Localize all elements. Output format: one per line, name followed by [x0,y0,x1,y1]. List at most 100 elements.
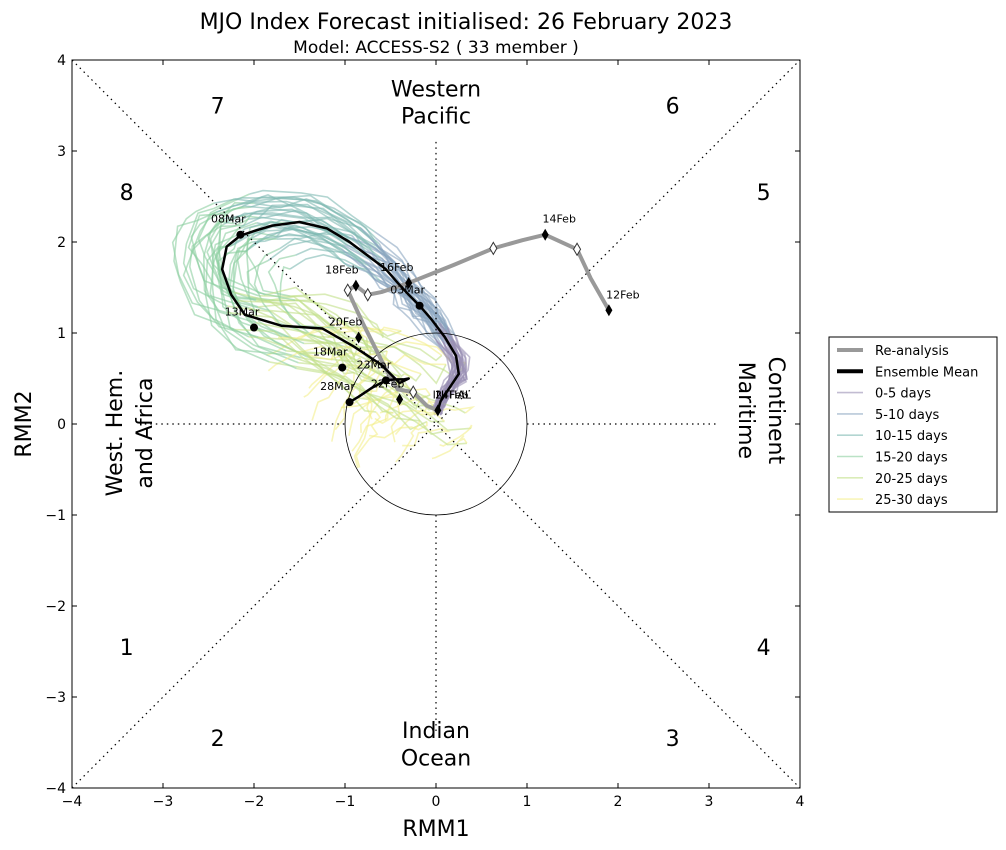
member-trace-segment [345,235,448,327]
member-trace-segment [441,340,462,406]
ensemble-mean-line [220,220,460,411]
member-trace-segment [209,201,266,296]
date-marker-diamond [355,331,363,344]
legend-entry: 20-25 days [875,472,948,487]
y-tick-label: −1 [45,508,66,524]
phase-divider-diagonal [71,59,801,789]
member-trace-segment [214,196,362,230]
initial-label: INITIAL [433,388,472,401]
x-tick-label: 3 [705,794,714,810]
member-trace-segment [285,353,443,435]
member-trace-segment [227,305,355,375]
date-marker-dot [345,398,354,407]
member-trace-segment [327,326,443,357]
date-marker-diamond [605,304,613,317]
member-trace-segment [232,244,309,358]
plot-area: −4−4 −3 −3 −2 −2 −1 −1 0 0 1 1 2 2 3 3 4 4 7 6 8 5 1 4 2 3 Wester… [45,53,804,810]
member-trace-segment [246,259,305,345]
chart-subtitle: Model: ACCESS-S2 ( 33 member ) [293,38,579,58]
re-analysis-day-marker [409,385,418,400]
member-trace-segment [267,239,369,271]
member-trace-segment [294,299,384,338]
member-trace-segment [246,238,296,301]
date-marker-diamond [541,228,549,241]
legend-entry: 5-10 days [875,408,940,423]
x-tick-label: −4 [62,794,83,810]
region-label-right: Maritime [733,362,758,459]
member-trace-segment [182,198,235,307]
member-trace-segment [204,245,270,363]
y-tick-label: −2 [45,599,66,615]
date-marker-dot [381,376,390,385]
phase-divider-antidiagonal [71,59,801,789]
member-trace-segment [290,293,402,337]
y-tick-label: 1 [57,326,66,342]
member-trace-segment [238,300,373,370]
x-tick-label: 0 [432,794,441,810]
date-marker-dot [250,323,258,332]
region-label-top: Pacific [401,105,471,130]
member-trace-segment [311,364,351,421]
member-trace-segment [355,411,382,468]
member-trace-segment [209,244,297,370]
legend: Re-analysis Ensemble Mean 0-5 days 5-10 day… [828,336,998,513]
member-trace-segment [255,321,392,393]
phase-number: 5 [757,181,771,206]
region-label-left: West. Hem. [103,370,128,497]
date-marker-diamond [434,404,442,417]
member-trace-segment [187,205,243,302]
region-label-top: Western [391,77,481,102]
x-tick-label: 1 [523,794,532,810]
x-tick-label: 4 [796,794,805,810]
re-analysis-day-marker [343,283,352,298]
date-label: 24Feb [435,388,468,401]
legend-entry: 15-20 days [875,451,948,466]
date-label: 13Mar [225,306,260,319]
member-trace-segment [367,269,436,339]
date-label: 28Mar [320,380,355,393]
phase-number: 3 [666,727,680,752]
legend-entry: 10-15 days [875,429,948,444]
date-marker-dot [338,363,347,372]
date-label: 18Mar [313,346,348,359]
date-label: 20Feb [329,316,362,329]
date-marker-diamond [396,393,404,406]
re-analysis-day-marker [572,242,582,257]
phase-number: 1 [120,636,134,661]
member-trace-segment [241,196,372,240]
date-marker-diamond [352,279,360,292]
member-trace-segment [211,235,286,356]
legend-entry: 25-30 days [875,493,948,508]
date-label: 08Mar [211,213,246,226]
phase-number: 8 [120,181,134,206]
member-trace-segment [232,224,342,250]
date-label: 03Mar [390,284,425,297]
member-trace-segment [343,244,437,328]
date-label: 12Feb [606,288,639,301]
phase-number: 7 [211,95,225,120]
member-trace-segment [245,234,345,265]
member-trace-segment [368,421,428,439]
legend-entry: 0-5 days [875,387,931,402]
x-tick-label: −2 [244,794,265,810]
member-trace-segment [267,345,358,372]
y-tick-label: 3 [57,144,66,160]
member-trace-segment [232,200,370,246]
date-label: 23Mar [357,358,392,371]
y-tick-label: 0 [57,417,66,433]
member-trace-segment [349,350,388,408]
region-label-right: Continent [763,357,788,465]
chart-title: MJO Index Forecast initialised: 26 Febru… [200,10,733,35]
member-trace-segment [188,218,259,338]
y-axis-label: RMM2 [12,390,37,457]
date-marker-diamond [405,276,413,289]
ensemble-member-traces [171,189,476,469]
member-trace-segment [370,238,453,341]
x-tick-label: −3 [153,794,174,810]
member-trace-segment [420,405,476,416]
member-trace-segment [366,361,394,420]
legend-entry: Ensemble Mean [875,365,978,380]
legend-box [828,336,998,513]
date-label: 18Feb [325,264,358,277]
